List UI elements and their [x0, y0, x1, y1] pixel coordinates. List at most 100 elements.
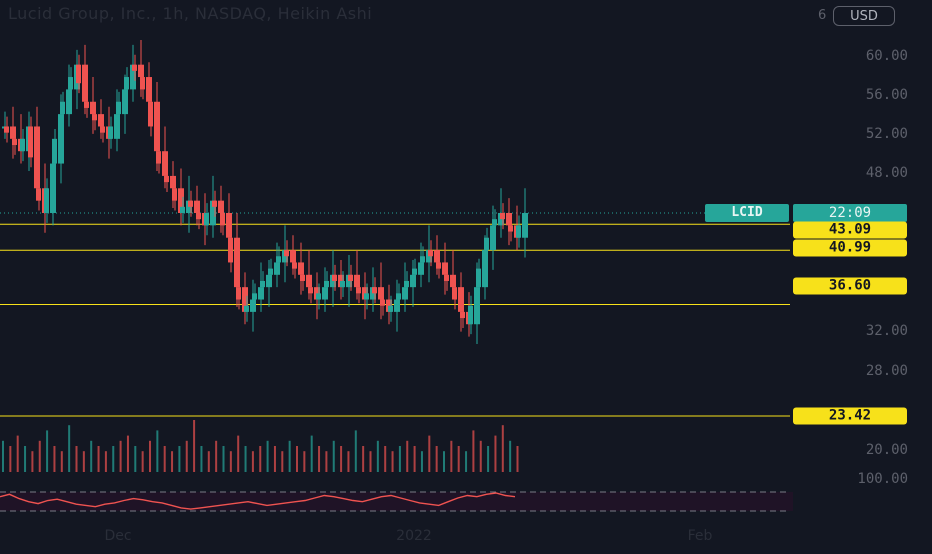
volume-bar-29 — [215, 440, 218, 472]
candle-22 — [178, 188, 184, 213]
volume-bar-63 — [465, 451, 468, 472]
candle-mid-24 — [196, 213, 201, 220]
volume-bar-59 — [435, 446, 438, 472]
volume-bar-50 — [369, 451, 372, 472]
candle-mid-9 — [76, 64, 81, 84]
volume-bar-62 — [457, 446, 460, 472]
volume-bar-21 — [156, 430, 159, 472]
candle-60 — [482, 250, 488, 288]
candle-31 — [250, 299, 256, 312]
level-price-tag: 40.99 — [793, 239, 907, 257]
candle-36 — [290, 250, 296, 263]
volume-bar-36 — [266, 440, 269, 472]
candle-mid-12 — [100, 126, 105, 133]
candle-mid-49 — [396, 293, 401, 300]
candle-20 — [162, 151, 168, 176]
volume-bar-18 — [134, 446, 137, 472]
candle-mid-13 — [108, 126, 113, 139]
x-axis-tick-label: Dec — [104, 528, 132, 544]
candle-6 — [50, 163, 56, 213]
candle-mid-22 — [180, 206, 185, 213]
candle-mid-54 — [436, 262, 441, 269]
candle-mid-34 — [276, 256, 281, 263]
candle-52 — [418, 262, 424, 275]
candle-28 — [226, 213, 232, 238]
volume-bar-14 — [104, 451, 107, 472]
candle-mid-6 — [52, 138, 57, 164]
candle-mid-64 — [516, 225, 521, 238]
candle-37 — [298, 262, 304, 275]
candle-mid-37 — [300, 274, 305, 281]
level-price-tag: 43.09 — [793, 221, 907, 239]
volume-bar-45 — [332, 440, 335, 472]
candle-8 — [66, 89, 72, 115]
volume-bar-38 — [281, 451, 284, 472]
candle-mid-18 — [148, 101, 153, 127]
candle-15 — [122, 89, 128, 115]
candle-11 — [90, 101, 96, 115]
volume-bar-69 — [509, 440, 512, 472]
candle-mid-15 — [124, 77, 129, 90]
candle-mid-23 — [188, 200, 193, 207]
candle-mid-17 — [140, 77, 145, 90]
candle-7 — [58, 114, 64, 164]
candle-mid-29 — [236, 287, 241, 300]
x-axis-tick-label: Feb — [687, 528, 713, 544]
candle-mid-52 — [420, 256, 425, 263]
x-axis-tick-label: 2022 — [396, 528, 432, 544]
candle-mid-5 — [44, 188, 49, 213]
candle-mid-27 — [220, 213, 225, 226]
volume-bar-49 — [362, 446, 365, 472]
candle-mid-41 — [332, 274, 337, 281]
volume-bar-39 — [288, 440, 291, 472]
candle-mid-1 — [12, 138, 17, 146]
volume-bar-12 — [90, 440, 93, 472]
rsi-band — [0, 492, 793, 511]
candle-mid-14 — [116, 101, 121, 115]
volume-bar-37 — [273, 446, 276, 472]
candle-47 — [378, 287, 384, 300]
candle-mid-53 — [428, 250, 433, 257]
volume-bar-10 — [75, 446, 78, 472]
candle-50 — [402, 287, 408, 300]
volume-bar-26 — [193, 420, 196, 472]
candle-42 — [338, 274, 344, 288]
volume-bar-43 — [318, 446, 321, 472]
candle-mid-39 — [316, 293, 321, 300]
currency-stub-label: 6 — [818, 8, 827, 23]
volume-bar-5 — [38, 440, 41, 472]
volume-bar-4 — [31, 451, 34, 472]
candle-mid-47 — [380, 299, 385, 306]
volume-bar-57 — [420, 451, 423, 472]
candle-mid-16 — [132, 64, 137, 71]
volume-bar-53 — [391, 451, 394, 472]
candle-mid-28 — [228, 237, 233, 263]
candle-44 — [354, 274, 360, 288]
volume-bar-16 — [119, 440, 122, 472]
volume-bar-20 — [149, 440, 151, 472]
candle-65 — [522, 213, 528, 238]
candle-mid-35 — [284, 250, 289, 257]
volume-bar-11 — [82, 451, 85, 472]
volume-bar-65 — [479, 440, 482, 472]
candle-56 — [450, 274, 456, 288]
candle-48 — [386, 299, 392, 312]
candle-mid-19 — [156, 151, 161, 164]
candle-63 — [506, 213, 512, 226]
currency-badge[interactable]: USD — [833, 6, 895, 26]
candle-26 — [210, 200, 216, 226]
volume-bar-60 — [443, 451, 445, 472]
candle-21 — [170, 175, 176, 189]
candle-mid-32 — [260, 280, 265, 288]
candle-mid-2 — [20, 138, 25, 152]
candle-55 — [442, 262, 448, 275]
candle-mid-58 — [468, 305, 473, 325]
candle-14 — [114, 114, 120, 139]
volume-bar-13 — [97, 446, 100, 472]
volume-bar-64 — [472, 430, 475, 472]
candle-countdown-tag: 22:09 — [793, 204, 907, 222]
candle-mid-60 — [484, 237, 489, 251]
volume-bar-33 — [244, 446, 247, 472]
